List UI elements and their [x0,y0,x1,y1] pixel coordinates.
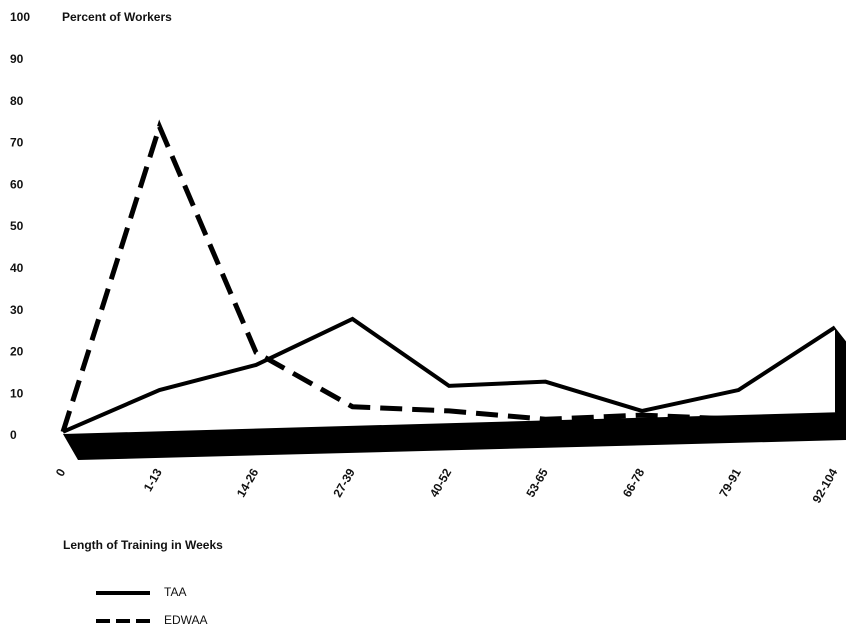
x-axis-label: Length of Training in Weeks [63,538,223,552]
y-tick-label: 0 [10,428,17,442]
x-tick-label: 27-39 [330,466,358,500]
y-tick-label: 80 [10,94,24,108]
y-tick-label: 90 [10,52,24,66]
x-tick-label: 66-78 [620,466,648,500]
y-tick-label: 40 [10,261,24,275]
x-tick-label: 0 [53,466,69,479]
x-tick-label: 92-104 [810,466,841,506]
y-tick-label: 100 [10,10,30,24]
chart-wall [835,327,846,440]
y-tick-label: 70 [10,136,24,150]
y-tick-label: 10 [10,386,24,400]
y-tick-label: 30 [10,303,24,317]
line-series [60,119,836,433]
x-tick-label: 79-91 [716,466,744,500]
y-axis-label: Percent of Workers [62,10,172,24]
x-tick-label: 53-65 [523,466,551,500]
line-series [62,316,837,434]
x-tick-label: 40-52 [427,466,455,500]
y-tick-label: 60 [10,177,24,191]
y-tick-label: 50 [10,219,24,233]
x-tick-label: 1-13 [141,466,165,494]
x-tick-label: 14-26 [234,466,262,500]
legend-label: EDWAA [164,613,208,627]
legend-label: TAA [164,585,186,599]
chart-floor [63,412,846,460]
y-tick-label: 20 [10,345,24,359]
